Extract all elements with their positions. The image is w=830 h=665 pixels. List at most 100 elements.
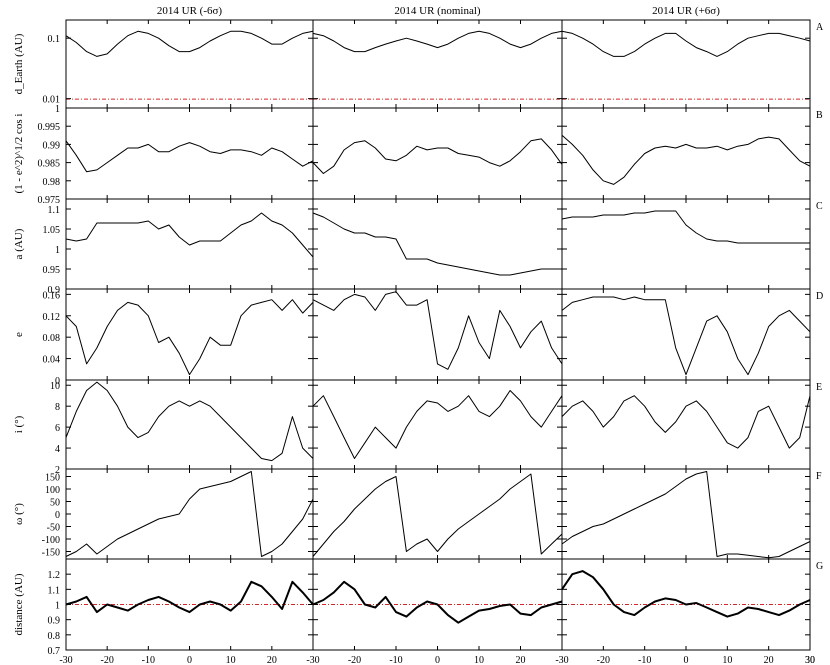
x-tick-label: 30 xyxy=(805,655,815,665)
series-line xyxy=(65,212,314,258)
y-tick-label: 0.99 xyxy=(43,140,61,151)
panel-G-col-2 xyxy=(312,558,563,651)
panel-letter: D xyxy=(816,291,823,302)
series-line xyxy=(312,138,563,174)
y-axis-title: (1 - e^2)^1/2 cos i xyxy=(13,114,25,194)
y-tick-label: 0.98 xyxy=(43,177,61,188)
series-line xyxy=(312,580,563,624)
y-tick-label: 1.05 xyxy=(43,225,61,236)
y-tick-label: 1 xyxy=(55,104,60,115)
panel-frame xyxy=(312,288,563,381)
y-tick-label: 150 xyxy=(45,473,60,484)
x-tick-label: -20 xyxy=(100,655,113,665)
x-tick-label: 0 xyxy=(684,655,689,665)
x-tick-label: 20 xyxy=(516,655,526,665)
panel-letter: B xyxy=(816,110,823,121)
panel-frame xyxy=(561,288,811,381)
y-axis-title: ω (°) xyxy=(13,503,25,525)
panel-letter: C xyxy=(816,201,823,212)
panel-frame xyxy=(65,379,314,470)
y-axis-title: d_Earth (AU) xyxy=(13,33,25,94)
y-tick-label: 1.1 xyxy=(48,585,61,596)
panel-E-col-3 xyxy=(561,379,811,470)
series-line xyxy=(65,381,314,462)
x-tick-label: 0 xyxy=(435,655,440,665)
panel-A-col-3 xyxy=(561,19,811,109)
panel-letter: E xyxy=(816,382,822,393)
series-line xyxy=(65,30,314,57)
panel-C-col-1 xyxy=(65,198,314,290)
y-tick-label: 10 xyxy=(50,381,60,392)
series-line xyxy=(561,471,811,559)
y-tick-label: 0.01 xyxy=(43,95,61,106)
panel-B-col-3 xyxy=(561,107,811,200)
y-tick-label: 100 xyxy=(45,485,60,496)
panel-frame xyxy=(561,379,811,470)
panel-D-col-2 xyxy=(312,288,563,381)
y-tick-label: 50 xyxy=(50,498,60,509)
x-tick-label: 0 xyxy=(187,655,192,665)
panel-E-col-2 xyxy=(312,379,563,470)
x-tick-label: 20 xyxy=(764,655,774,665)
y-tick-label: 0.7 xyxy=(48,646,61,657)
y-axis-title: distance (AU) xyxy=(13,573,25,635)
y-tick-label: 1.2 xyxy=(48,570,61,581)
series-line xyxy=(65,299,314,376)
column-title: 2014 UR (-6σ) xyxy=(157,5,223,17)
y-tick-label: 4 xyxy=(55,444,60,455)
x-tick-label: -30 xyxy=(555,655,568,665)
y-tick-label: -100 xyxy=(42,535,60,546)
series-line xyxy=(312,473,563,557)
series-line xyxy=(561,30,811,57)
y-tick-label: 0.9 xyxy=(48,616,61,627)
x-tick-label: 10 xyxy=(226,655,236,665)
panel-frame xyxy=(65,107,314,200)
panel-frame xyxy=(65,468,314,560)
y-tick-label: -50 xyxy=(47,523,60,534)
panel-D-col-1 xyxy=(65,288,314,381)
panel-F-col-1 xyxy=(65,468,314,560)
panel-G-col-3 xyxy=(561,558,811,651)
panel-frame xyxy=(312,107,563,200)
series-line xyxy=(312,390,563,459)
panel-frame xyxy=(561,468,811,560)
y-tick-label: 0.95 xyxy=(43,265,61,276)
series-line xyxy=(312,291,563,370)
y-tick-label: 0.08 xyxy=(43,333,61,344)
series-line xyxy=(561,134,811,185)
x-tick-label: -10 xyxy=(638,655,651,665)
y-axis-title: e xyxy=(13,332,25,337)
y-tick-label: 0.975 xyxy=(38,195,61,206)
x-tick-label: -20 xyxy=(597,655,610,665)
series-line xyxy=(65,140,314,173)
series-line xyxy=(65,471,314,557)
panel-frame xyxy=(561,198,811,290)
panel-frame xyxy=(312,379,563,470)
panel-B-col-2 xyxy=(312,107,563,200)
series-line xyxy=(561,570,811,618)
column-title: 2014 UR (+6σ) xyxy=(652,5,720,17)
panel-frame xyxy=(65,198,314,290)
y-tick-label: -150 xyxy=(42,548,60,559)
x-tick-label: -30 xyxy=(306,655,319,665)
y-tick-label: 1 xyxy=(55,245,60,256)
panel-frame xyxy=(561,107,811,200)
y-tick-label: 0.04 xyxy=(43,355,61,366)
series-line xyxy=(312,30,563,53)
y-tick-label: 0.995 xyxy=(38,122,61,133)
series-line xyxy=(312,212,562,276)
x-tick-label: -30 xyxy=(59,655,72,665)
series-line xyxy=(561,210,810,244)
panel-frame xyxy=(312,198,563,290)
series-line xyxy=(65,580,314,614)
x-tick-label: 10 xyxy=(722,655,732,665)
panel-G-col-1 xyxy=(65,558,314,651)
panel-F-col-3 xyxy=(561,468,811,560)
series-line xyxy=(561,296,811,376)
x-tick-label: -10 xyxy=(142,655,155,665)
panel-D-col-3 xyxy=(561,288,811,381)
panel-letter: F xyxy=(816,471,822,482)
y-tick-label: 0.985 xyxy=(38,159,61,170)
panel-C-col-2 xyxy=(312,198,563,290)
